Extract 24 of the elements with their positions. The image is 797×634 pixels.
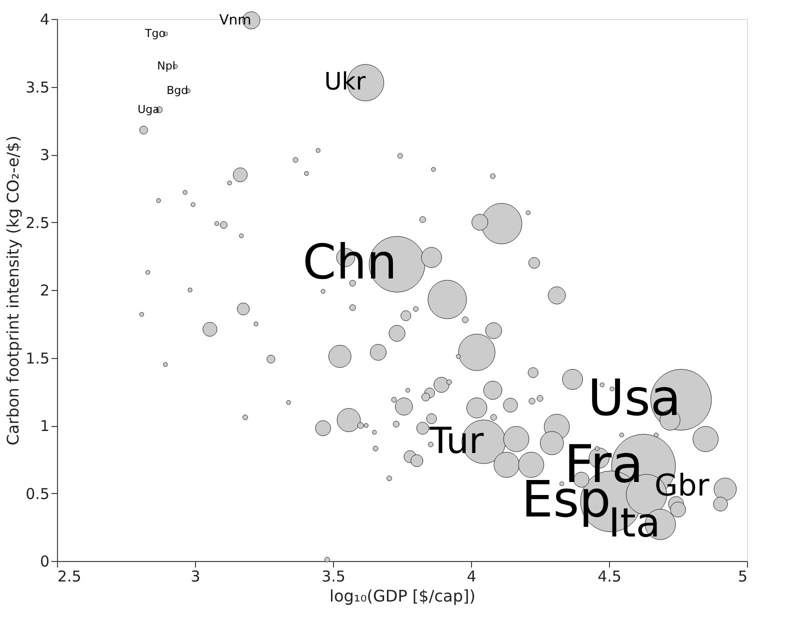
annotation: Uga xyxy=(138,102,160,116)
annotation: Tur xyxy=(428,420,484,462)
y-tick-label: 4 xyxy=(40,10,50,28)
y-tick-label: 1.5 xyxy=(26,349,50,368)
x-tick-label: 5 xyxy=(738,568,748,586)
x-tick-label: 3.5 xyxy=(322,568,346,586)
y-tick-label: 2.5 xyxy=(26,214,50,232)
y-tick-label: 3 xyxy=(40,146,50,164)
y-tick-label: 0.5 xyxy=(26,484,50,503)
y-tick-label: 2 xyxy=(40,282,50,300)
x-tick-label: 2.5 xyxy=(58,568,82,586)
annotation: Npl xyxy=(157,59,176,72)
x-tick-label: 4.5 xyxy=(598,568,622,586)
annotation: Bgd xyxy=(166,84,188,97)
x-tick-label: 4 xyxy=(466,568,476,586)
y-tick-label: 0 xyxy=(40,552,50,570)
annotation: Usa xyxy=(588,368,682,427)
y-axis-title: Carbon footprint intensity (kg CO₂-e/$) xyxy=(4,136,23,446)
x-tick-label: 3 xyxy=(190,568,200,586)
annotation: Tgo xyxy=(144,26,166,40)
y-tick-label: 1 xyxy=(40,417,50,435)
x-axis-title: log₁₀(GDP [$/cap]) xyxy=(330,586,476,606)
annotation: Ukr xyxy=(324,68,366,96)
y-tick-label: 3.5 xyxy=(26,78,50,96)
